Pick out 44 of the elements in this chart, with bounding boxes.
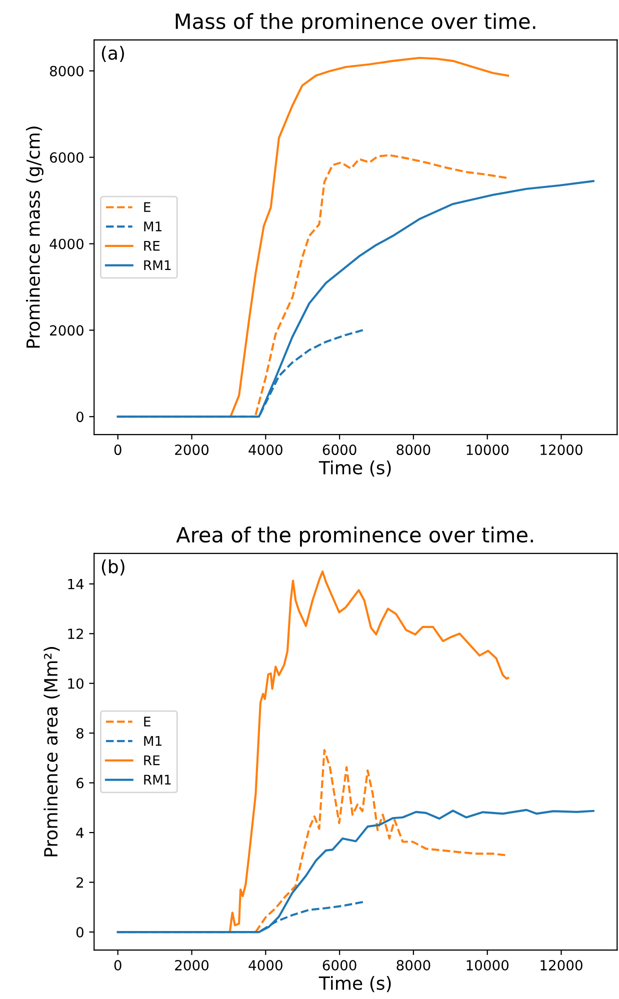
legend-label: RE bbox=[144, 240, 160, 251]
x-tick-label: 12000 bbox=[540, 960, 582, 971]
chart-title: Area of the prominence over time. bbox=[176, 526, 533, 547]
x-tick-label: 2000 bbox=[175, 444, 208, 456]
y-axis-title: Prominence area (Mm²) bbox=[44, 647, 60, 856]
legend-label: M1 bbox=[144, 222, 162, 232]
line-series bbox=[254, 154, 510, 416]
y-tick-label: 8000 bbox=[50, 66, 84, 76]
x-tick-label: 6000 bbox=[322, 960, 356, 971]
y-tick-label: 8 bbox=[76, 728, 84, 739]
legend-label: M1 bbox=[144, 736, 162, 746]
y-tick-label: 0 bbox=[76, 926, 84, 938]
y-axis-title: Prominence mass (g/cm) bbox=[26, 126, 44, 348]
legend-label: E bbox=[144, 202, 150, 212]
legend-label: E bbox=[144, 716, 150, 726]
y-tick-label: 12 bbox=[68, 628, 83, 639]
chart-title: Mass of the prominence over time. bbox=[176, 13, 536, 34]
legend-label: RM1 bbox=[144, 774, 171, 784]
x-tick-label: 0 bbox=[114, 960, 122, 971]
x-tick-label: 10000 bbox=[466, 444, 509, 456]
y-tick-label: 2000 bbox=[50, 325, 84, 336]
x-tick-label: 12000 bbox=[540, 444, 582, 456]
annotation: (b) bbox=[102, 559, 124, 576]
y-tick-label: 4000 bbox=[50, 238, 84, 250]
x-tick-label: 4000 bbox=[248, 960, 282, 971]
x-axis-title: Time (s) bbox=[318, 976, 391, 992]
x-tick-label: 2000 bbox=[175, 960, 208, 971]
x-tick-label: 10000 bbox=[466, 960, 509, 971]
annotation: (a) bbox=[102, 46, 124, 62]
x-tick-label: 6000 bbox=[322, 444, 356, 456]
legend-label: RE bbox=[144, 755, 160, 766]
y-tick-label: 14 bbox=[68, 579, 84, 590]
x-tick-label: 8000 bbox=[396, 444, 430, 456]
x-tick-label: 4000 bbox=[248, 444, 282, 456]
y-tick-label: 10 bbox=[68, 678, 84, 689]
y-tick-label: 0 bbox=[76, 412, 84, 422]
legend-label: RM1 bbox=[144, 260, 171, 270]
y-tick-label: 6 bbox=[76, 778, 84, 788]
x-tick-label: 8000 bbox=[396, 960, 430, 971]
x-axis-title: Time (s) bbox=[318, 460, 391, 477]
y-tick-label: 2 bbox=[76, 877, 83, 888]
y-tick-label: 4 bbox=[76, 828, 84, 838]
x-tick-label: 0 bbox=[114, 444, 122, 456]
y-tick-label: 6000 bbox=[50, 152, 84, 163]
